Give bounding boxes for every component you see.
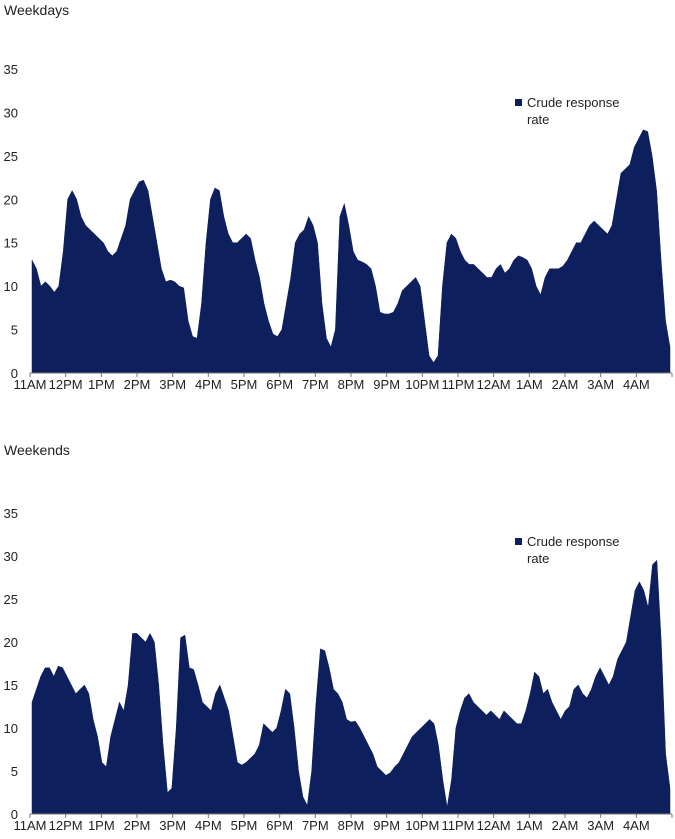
y-tick-label: 25: [4, 149, 18, 164]
x-tick-label: 2AM: [552, 377, 579, 392]
x-tick-label: 12PM: [49, 818, 83, 833]
y-tick-label: 30: [4, 105, 18, 120]
x-tick-label: 11PM: [442, 818, 475, 833]
x-tick-label: 1AM: [516, 818, 543, 833]
x-tick-label: 12AM: [477, 818, 511, 833]
x-tick-label: 4PM: [195, 818, 222, 833]
x-tick-label: 2PM: [124, 818, 151, 833]
x-tick-label: 11AM: [14, 818, 47, 833]
y-tick-label: 5: [11, 323, 18, 338]
x-tick-label: 4AM: [623, 377, 650, 392]
x-tick-label: 5PM: [231, 818, 258, 833]
y-tick-label: 25: [4, 592, 18, 607]
y-tick-label: 0: [11, 366, 18, 381]
x-tick-label: 9PM: [373, 377, 400, 392]
weekends-chart-title: Weekends: [4, 442, 70, 458]
legend-swatch: [515, 538, 522, 545]
x-tick-label: 8PM: [338, 818, 365, 833]
x-tick-label: 11PM: [442, 377, 475, 392]
y-tick-label: 15: [4, 678, 18, 693]
legend-label-line1: Crude response: [527, 95, 620, 110]
weekends-area-chart: 0 5 10 15 20 25 30 35 11AM 12PM 1PM 2PM 3PM 4PM 5PM 6PM…: [4, 506, 673, 833]
weekdays-area-chart: 0 5 10 15 20 25 30 35 11AM 12PM 1PM 2PM 3PM 4PM 5PM 6PM…: [4, 62, 673, 392]
x-tick-label: 5PM: [231, 377, 258, 392]
x-tick-label: 10PM: [405, 818, 439, 833]
weekdays-chart-title: Weekdays: [4, 2, 70, 18]
x-tick-label: 10PM: [405, 377, 439, 392]
x-tick-label: 3AM: [587, 818, 614, 833]
y-tick-label: 35: [4, 506, 18, 521]
x-tick-label: 3PM: [159, 818, 186, 833]
legend-label-line2: rate: [527, 112, 549, 127]
x-tick-label: 3PM: [159, 377, 186, 392]
weekdays-chart-panel: Weekdays 0 5 10 15 20 25 30 35 11AM 12PM 1PM 2PM 3PM…: [4, 2, 673, 392]
y-tick-label: 20: [4, 192, 18, 207]
x-tick-label: 12PM: [49, 377, 83, 392]
x-tick-label: 4PM: [195, 377, 222, 392]
x-tick-label: 7PM: [302, 818, 329, 833]
x-tick-label: 9PM: [373, 818, 400, 833]
y-tick-label: 20: [4, 635, 18, 650]
legend-label-line2: rate: [527, 551, 549, 566]
y-tick-label: 10: [4, 721, 18, 736]
legend-label-line1: Crude response: [527, 534, 620, 549]
x-tick-label: 6PM: [266, 377, 293, 392]
x-tick-label: 6PM: [266, 818, 293, 833]
weekends-chart-panel: Weekends 0 5 10 15 20 25 30 35 11AM 12PM 1PM 2PM 3PM…: [0, 440, 675, 839]
x-tick-label: 2AM: [552, 818, 579, 833]
x-tick-label: 11AM: [14, 377, 47, 392]
y-tick-label: 10: [4, 279, 18, 294]
legend-swatch: [515, 99, 522, 106]
x-tick-label: 8PM: [338, 377, 365, 392]
y-tick-label: 5: [11, 764, 18, 779]
x-tick-label: 4AM: [623, 818, 650, 833]
x-tick-label: 1PM: [88, 818, 115, 833]
y-tick-label: 15: [4, 236, 18, 251]
y-tick-label: 35: [4, 62, 18, 77]
x-tick-label: 3AM: [587, 377, 614, 392]
y-tick-label: 0: [11, 807, 18, 822]
x-tick-label: 7PM: [302, 377, 329, 392]
crude-response-rate-area: [31, 129, 671, 374]
x-tick-label: 1AM: [516, 377, 543, 392]
x-tick-label: 2PM: [124, 377, 151, 392]
x-tick-label: 12AM: [477, 377, 511, 392]
crude-response-rate-area: [31, 559, 671, 815]
y-tick-label: 30: [4, 549, 18, 564]
x-tick-label: 1PM: [88, 377, 115, 392]
